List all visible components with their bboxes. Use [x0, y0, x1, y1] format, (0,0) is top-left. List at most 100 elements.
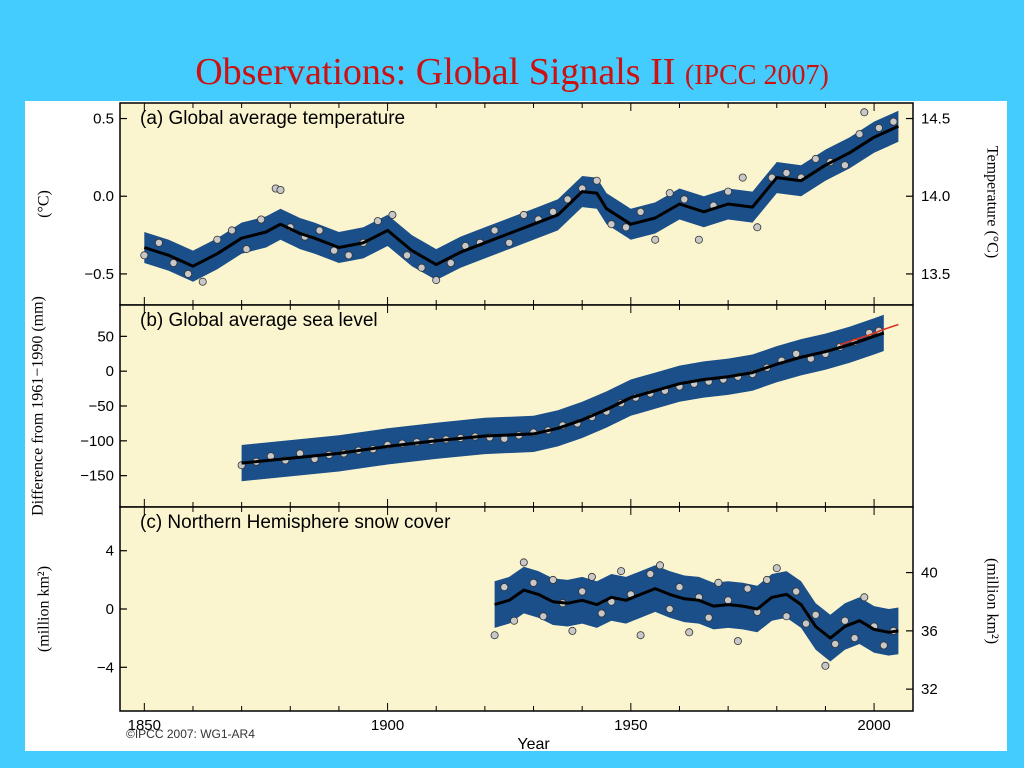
panel-1-data-point [680, 195, 689, 204]
panel-3-data-point [831, 640, 840, 649]
panel-2: −150 −100 −50 0 50 (b) Global average sea lev… [80, 304, 914, 508]
axis-titles: (°C) Difference from 1961−1990 (mm) (milli… [30, 146, 1001, 652]
panel-1-data-point [373, 217, 382, 226]
panel-1-data-point [694, 235, 703, 244]
panel-1-data-point [782, 168, 791, 177]
panel-3-data-point [578, 587, 587, 596]
panel-3-data-point [636, 631, 645, 640]
panel-3-ytick-label: −4 [97, 659, 114, 676]
panel-3-data-point [772, 564, 781, 573]
panel-3-data-point [597, 609, 606, 618]
panel-2-ytick-label: 50 [97, 328, 114, 345]
panel-3: −4 0 4 32 36 40 (c) Northern Hemisphere snow c… [97, 506, 938, 712]
panel-2-title: (b) Global average sea level [140, 310, 378, 331]
x-axis-tick-label: 1950 [614, 717, 647, 734]
panel-1-data-point [622, 223, 631, 232]
panel-2-ytick-label: −50 [89, 398, 114, 415]
panel-1-data-point [855, 130, 864, 139]
panel-3-data-point [568, 626, 577, 635]
panel-1-data-point [840, 161, 849, 170]
panel-3-data-point [850, 634, 859, 643]
panel-2-ytick-label: −100 [80, 433, 114, 450]
slide-title-main: Observations: Global Signals II [195, 51, 676, 93]
panel-3-data-point [646, 569, 655, 578]
panel-3-data-point [860, 593, 869, 602]
panel-3-data-point [539, 612, 548, 621]
panel-1-data-point [402, 251, 411, 260]
panel-3-data-point [811, 610, 820, 619]
panel-2-ytick-label: 0 [106, 363, 114, 380]
panel-3-ylabel-right: (million km²) [983, 558, 1000, 644]
panel-1-data-point [889, 117, 898, 126]
panel-2-data-point [792, 349, 801, 358]
panel-1-data-point [184, 269, 193, 278]
panel-3-data-point [656, 561, 665, 570]
panel-1-data-point [592, 176, 601, 185]
panel-1-ylabel-right: Temperature (°C) [983, 146, 1000, 258]
panel-1-ylabel: (°C) [36, 190, 53, 218]
panel-1-right-tick-label: 14.5 [921, 111, 950, 128]
panel-3-data-point [802, 619, 811, 628]
panel-3-data-point [675, 583, 684, 592]
panel-1-data-point [276, 186, 285, 195]
panel-3-data-point [529, 578, 538, 587]
panel-1-data-point [607, 220, 616, 229]
panel-1-data-point [388, 210, 397, 219]
panel-1-ytick-label: 0.5 [93, 111, 114, 128]
panel-2-satellite-line [839, 323, 899, 346]
panel-1-data-point [242, 245, 251, 254]
panel-3-smoothed-line [494, 587, 899, 640]
panel-1-data-point [198, 277, 207, 286]
x-axis-tick-label: 1850 [128, 717, 161, 734]
panel-3-data-point [665, 604, 674, 613]
panel-3-data-point [617, 567, 626, 576]
panel-3-ytick-label: 4 [106, 543, 114, 560]
panel-3-data-point [500, 583, 509, 592]
panel-3-data-point [840, 616, 849, 625]
panel-1-data-point [417, 263, 426, 272]
panel-2-uncertainty-band [241, 314, 884, 482]
panel-3-data-point [685, 628, 694, 637]
panel-1-data-point [811, 154, 820, 163]
x-axis: 1850 1900 1950 2000 Year ©IPCC 2007: WG1-AR4 [126, 717, 891, 751]
x-axis-title: Year [517, 736, 550, 751]
panel-3-right-tick-label: 32 [921, 681, 938, 698]
ipcc-figure: −0.5 0.0 0.5 13.5 14.0 14.5 (a) Global average… [25, 101, 1007, 751]
panel-1-data-point [344, 251, 353, 260]
ipcc-figure-svg: −0.5 0.0 0.5 13.5 14.0 14.5 (a) Global average… [30, 102, 1001, 751]
panel-1-plot-area [119, 102, 914, 306]
slide-title-sub: (IPCC 2007) [684, 60, 829, 91]
panel-3-data-point [792, 587, 801, 596]
panel-3-data-point [587, 572, 596, 581]
panel-3-data-point [519, 558, 528, 567]
panel-3-ylabel: (million km²) [36, 566, 53, 652]
panel-1-data-point [519, 210, 528, 219]
panel-1-data-point [724, 187, 733, 196]
panel-3-data-point [733, 637, 742, 646]
panel-1-data-point [169, 258, 178, 267]
panel-1-data-point [505, 238, 514, 247]
panel-1-data-point [446, 258, 455, 267]
panel-1-data-point [490, 226, 499, 235]
x-axis-tick-label: 2000 [857, 717, 890, 734]
panel-3-data-point [714, 578, 723, 587]
panel-1-data-point [432, 276, 441, 285]
panel-2-ylabel: Difference from 1961−1990 (mm) [30, 296, 47, 516]
slide-title: Observations: Global Signals II (IPCC 20… [0, 44, 1024, 104]
panel-3-data-point [510, 616, 519, 625]
panel-1-data-point [874, 123, 883, 132]
panel-1-data-point [753, 223, 762, 232]
panel-1-data-point [315, 226, 324, 235]
panel-3-data-point [724, 596, 733, 605]
panel-2-ytick-label: −150 [80, 468, 114, 485]
panel-1-title: (a) Global average temperature [140, 108, 405, 129]
panel-1-ytick-label: 0.0 [93, 188, 114, 205]
panel-1-data-point [651, 235, 660, 244]
panel-1-uncertainty-band [144, 110, 899, 282]
panel-1-data-point [563, 195, 572, 204]
panel-3-data-point [549, 575, 558, 584]
panel-2-plot-area [119, 304, 914, 508]
panel-3-data-point [782, 612, 791, 621]
panel-3-ytick-label: 0 [106, 601, 114, 618]
panel-3-right-tick-label: 36 [921, 623, 938, 640]
